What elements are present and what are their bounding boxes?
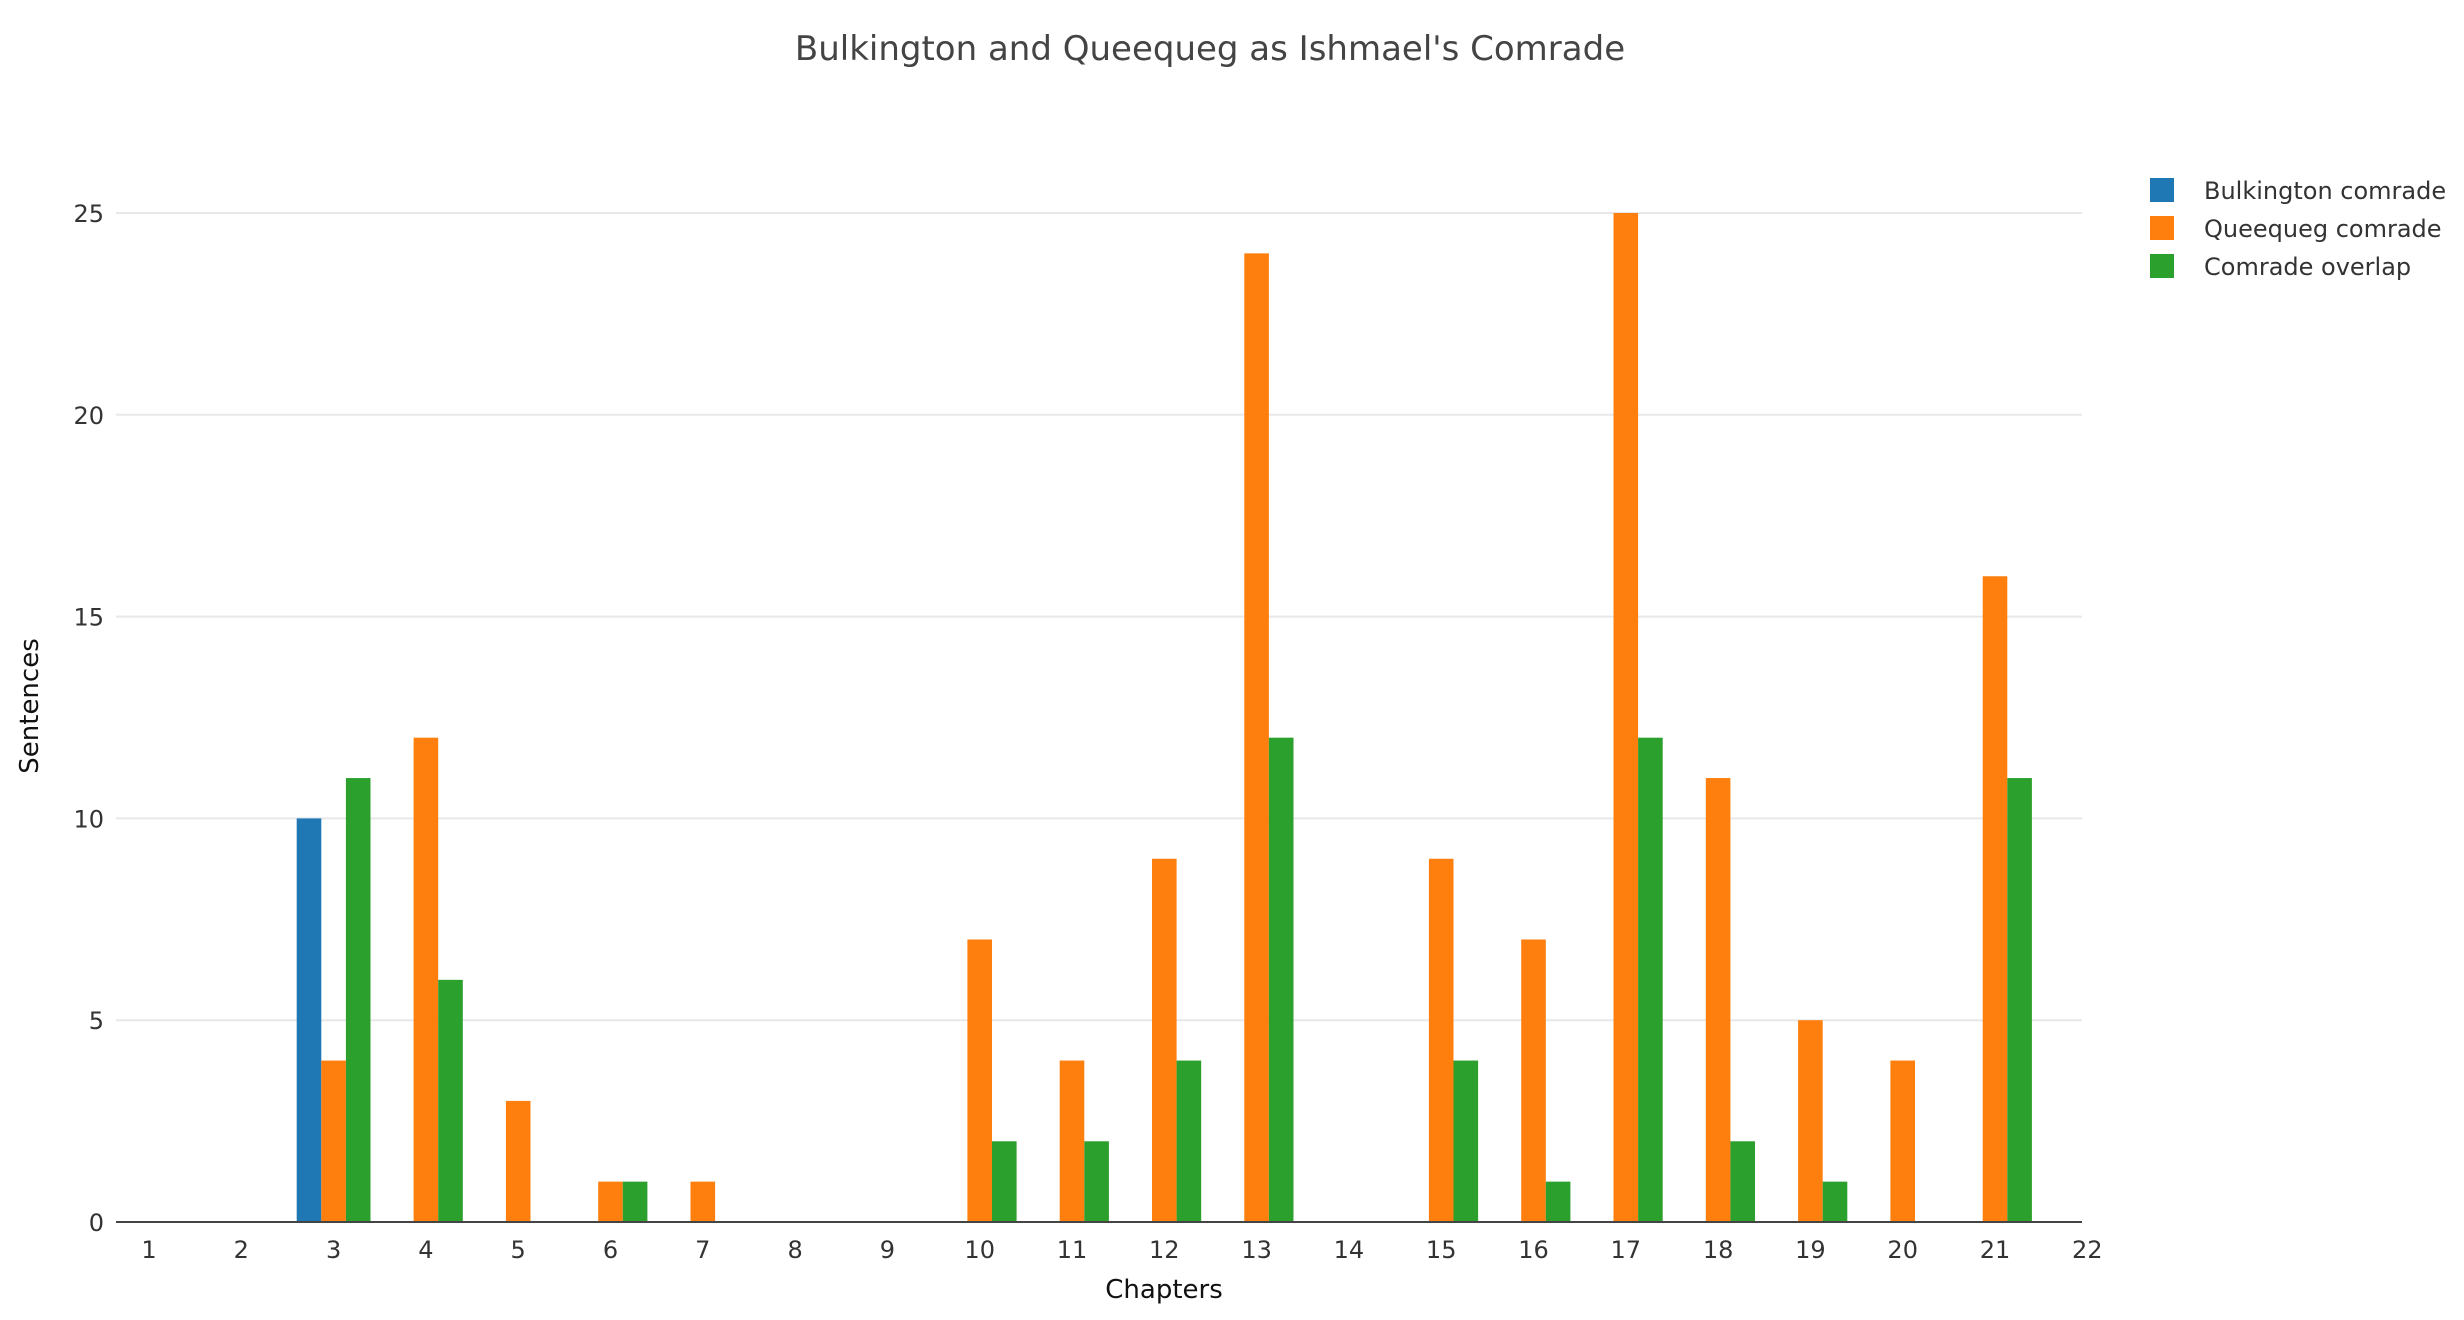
x-tick-label: 10 <box>964 1236 995 1264</box>
bar-queequeg-comrade-ch16[interactable] <box>1521 939 1546 1222</box>
x-tick-label: 19 <box>1795 1236 1826 1264</box>
y-tick-label: 5 <box>89 1007 104 1035</box>
bar-comrade-overlap-ch16[interactable] <box>1545 1181 1571 1222</box>
series-queequeg-comrade <box>321 213 2008 1223</box>
bar-comrade-overlap-ch3[interactable] <box>345 778 371 1222</box>
x-tick-label: 20 <box>1887 1236 1918 1264</box>
bar-comrade-overlap-ch4[interactable] <box>438 979 463 1222</box>
bar-comrade-overlap-ch6[interactable] <box>622 1181 648 1222</box>
bar-comrade-overlap-ch21[interactable] <box>2007 778 2032 1222</box>
bar-queequeg-comrade-ch19[interactable] <box>1798 1020 1823 1222</box>
series-comrade-overlap <box>345 737 2032 1222</box>
bar-queequeg-comrade-ch4[interactable] <box>413 737 439 1222</box>
x-tick-label: 5 <box>511 1236 526 1264</box>
x-tick-label: 17 <box>1611 1236 1642 1264</box>
x-tick-label: 6 <box>603 1236 618 1264</box>
legend-swatch <box>2150 216 2174 240</box>
x-tick-label: 1 <box>141 1236 156 1264</box>
bar-comrade-overlap-ch18[interactable] <box>1730 1141 1755 1222</box>
x-tick-label: 12 <box>1149 1236 1180 1264</box>
bar-queequeg-comrade-ch6[interactable] <box>598 1181 623 1222</box>
bar-comrade-overlap-ch11[interactable] <box>1084 1141 1109 1222</box>
legend-swatch <box>2150 178 2174 202</box>
x-tick-label: 4 <box>418 1236 433 1264</box>
bar-queequeg-comrade-ch20[interactable] <box>1890 1060 1915 1222</box>
x-tick-label: 14 <box>1334 1236 1365 1264</box>
x-tick-label: 2 <box>234 1236 249 1264</box>
gridlines <box>116 212 2082 1022</box>
legend-label: Bulkington comrade <box>2204 177 2446 205</box>
bars <box>296 213 2032 1223</box>
legend-item-bulkington-comrade[interactable]: Bulkington comrade <box>2150 177 2446 205</box>
bar-queequeg-comrade-ch15[interactable] <box>1428 858 1454 1222</box>
legend-label: Comrade overlap <box>2204 253 2411 281</box>
legend-item-comrade-overlap[interactable]: Comrade overlap <box>2150 253 2411 281</box>
x-tick-label: 15 <box>1426 1236 1457 1264</box>
bar-queequeg-comrade-ch21[interactable] <box>1982 576 2008 1222</box>
x-tick-label: 21 <box>1980 1236 2011 1264</box>
legend[interactable]: Bulkington comrade Queequeg comrade Comrad… <box>2150 177 2446 281</box>
y-tick-label: 20 <box>73 402 104 430</box>
legend-swatch <box>2150 254 2174 278</box>
bar-queequeg-comrade-ch7[interactable] <box>690 1181 716 1222</box>
bar-bulkington-comrade-ch3[interactable] <box>296 818 322 1222</box>
bar-comrade-overlap-ch19[interactable] <box>1822 1181 1848 1222</box>
bar-queequeg-comrade-ch5[interactable] <box>505 1100 531 1222</box>
x-tick-label: 13 <box>1241 1236 1272 1264</box>
x-tick-label: 16 <box>1518 1236 1549 1264</box>
legend-label: Queequeg comrade <box>2204 215 2442 243</box>
x-tick-label: 18 <box>1703 1236 1734 1264</box>
bar-queequeg-comrade-ch10[interactable] <box>967 939 992 1222</box>
series-bulkington-comrade <box>296 818 322 1222</box>
y-tick-label: 0 <box>89 1209 104 1237</box>
y-tick-label: 10 <box>73 805 104 833</box>
x-tick-label: 22 <box>2072 1236 2103 1264</box>
legend-item-queequeg-comrade[interactable]: Queequeg comrade <box>2150 215 2442 243</box>
bar-comrade-overlap-ch13[interactable] <box>1268 737 1294 1222</box>
x-tick-label: 8 <box>787 1236 802 1264</box>
bar-queequeg-comrade-ch3[interactable] <box>321 1060 346 1222</box>
bar-comrade-overlap-ch15[interactable] <box>1453 1060 1479 1222</box>
y-tick-label: 25 <box>73 200 104 228</box>
chart-title: Bulkington and Queequeg as Ishmael's Com… <box>795 29 1625 69</box>
bar-queequeg-comrade-ch13[interactable] <box>1244 253 1269 1223</box>
x-axis-label: Chapters <box>1105 1275 1223 1305</box>
bar-queequeg-comrade-ch11[interactable] <box>1059 1060 1085 1222</box>
y-axis-label: Sentences <box>15 638 45 773</box>
bar-comrade-overlap-ch17[interactable] <box>1638 737 1663 1222</box>
bar-queequeg-comrade-ch12[interactable] <box>1152 858 1177 1222</box>
x-tick-label: 3 <box>326 1236 341 1264</box>
bar-comrade-overlap-ch10[interactable] <box>992 1141 1017 1222</box>
y-tick-label: 15 <box>73 604 104 632</box>
bar-queequeg-comrade-ch17[interactable] <box>1613 213 1639 1222</box>
x-tick-label: 7 <box>695 1236 710 1264</box>
x-tick-label: 11 <box>1057 1236 1088 1264</box>
bar-queequeg-comrade-ch18[interactable] <box>1705 778 1731 1222</box>
x-tick-label: 9 <box>880 1236 895 1264</box>
bar-comrade-overlap-ch12[interactable] <box>1176 1060 1202 1222</box>
